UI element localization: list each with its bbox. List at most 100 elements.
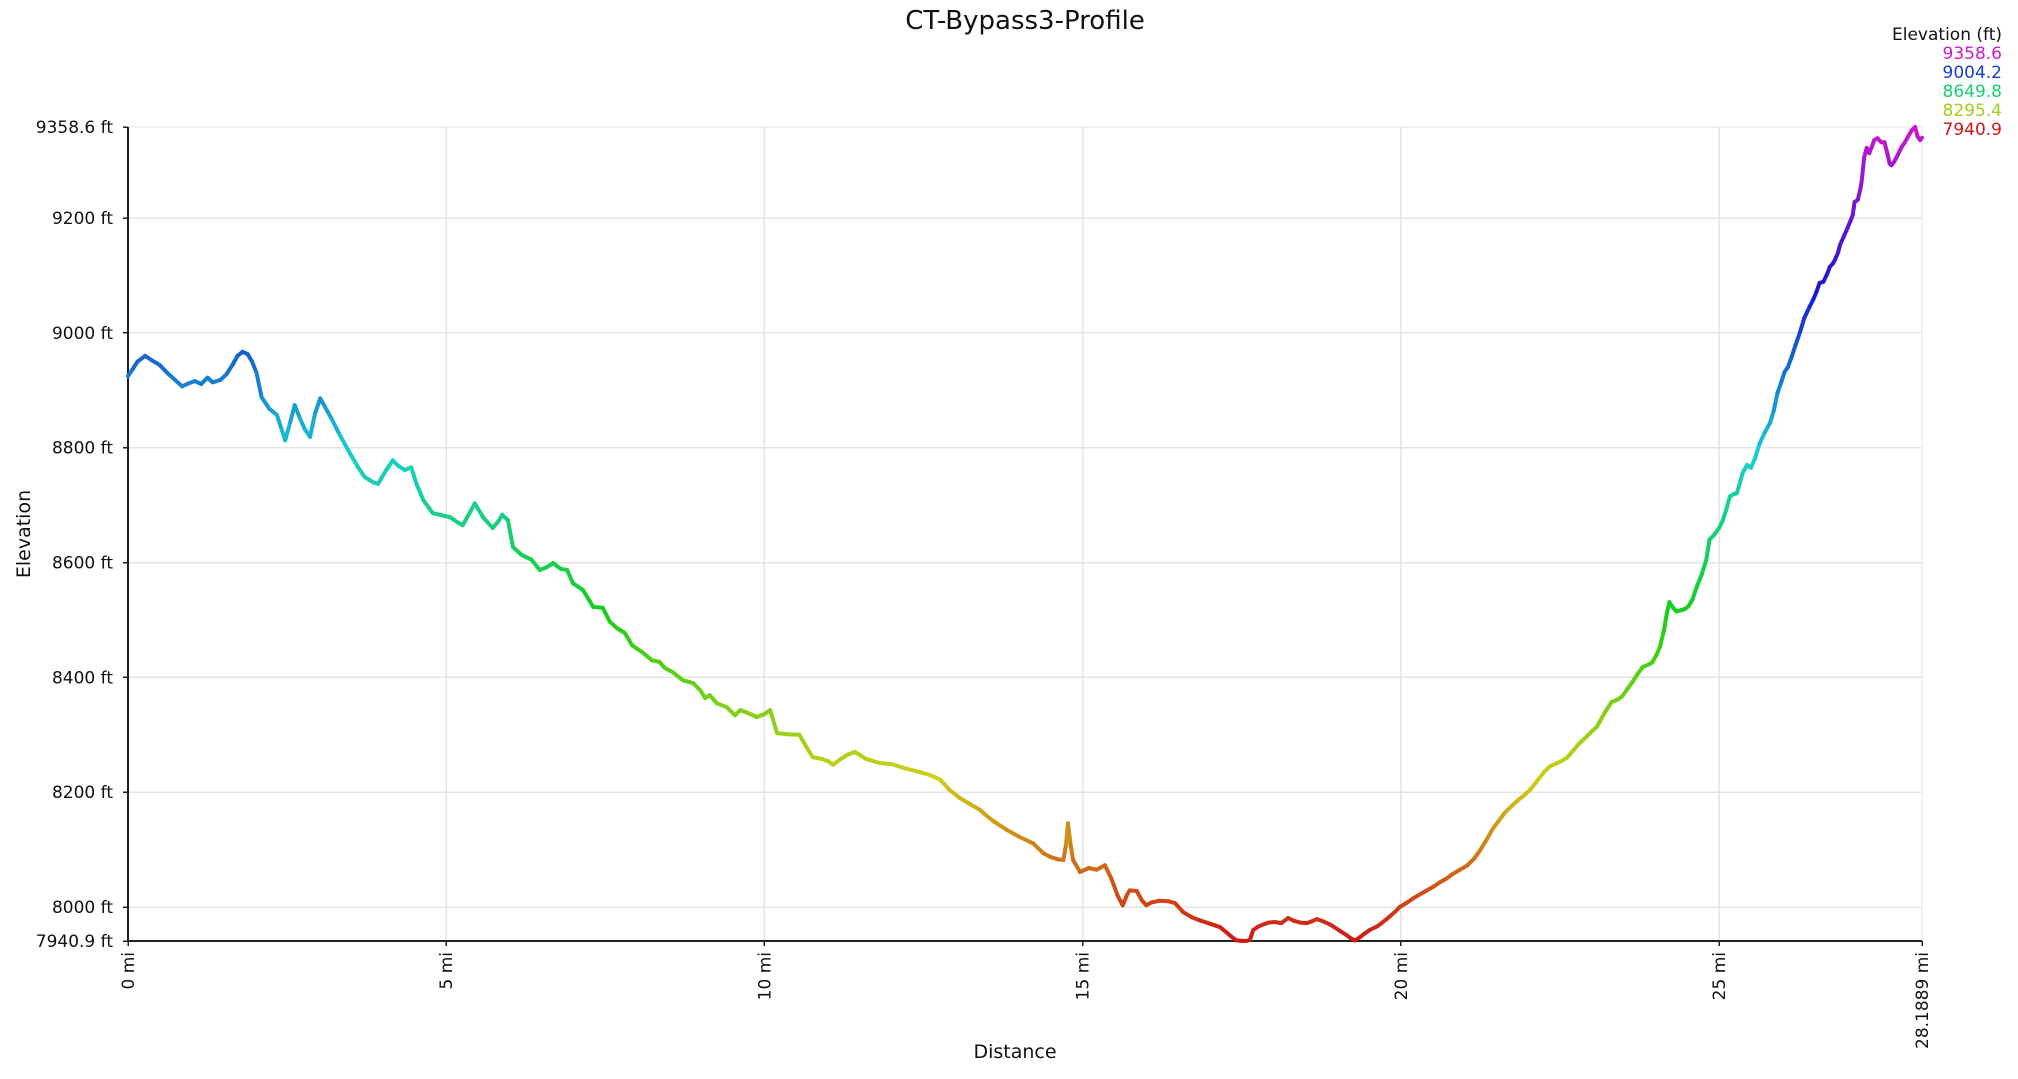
profile-segment bbox=[1771, 390, 1780, 413]
y-tick-label: 7940.9 ft bbox=[36, 932, 114, 952]
profile-segment bbox=[308, 411, 318, 439]
profile-segment bbox=[250, 359, 259, 376]
y-tick-label: 9358.6 ft bbox=[36, 118, 114, 138]
profile-segment bbox=[421, 498, 435, 516]
y-tick-label: 8600 ft bbox=[52, 554, 113, 574]
profile-segment bbox=[297, 415, 307, 432]
legend-entry: 9004.2 bbox=[1942, 63, 2002, 83]
profile-segment bbox=[1071, 858, 1083, 874]
profile-segment bbox=[472, 501, 486, 520]
profile-segment bbox=[1102, 863, 1114, 881]
profile-segment bbox=[460, 511, 472, 528]
x-tick-label: 25 mi bbox=[1710, 952, 1730, 1000]
x-tick-label: 28.1889 mi bbox=[1913, 952, 1933, 1049]
profile-segment bbox=[992, 820, 1009, 832]
profile-segment bbox=[623, 631, 634, 648]
x-tick-label: 15 mi bbox=[1074, 952, 1094, 1000]
profile-segment bbox=[1882, 140, 1890, 157]
profile-segment bbox=[1594, 711, 1607, 729]
profile-segment bbox=[902, 766, 922, 775]
y-tick-label: 8000 ft bbox=[52, 898, 113, 918]
profile-segment bbox=[1768, 408, 1776, 425]
profile-segment bbox=[1789, 343, 1798, 359]
x-tick-label: 20 mi bbox=[1392, 952, 1412, 1000]
profile-segment bbox=[283, 419, 293, 443]
profile-segment bbox=[630, 643, 645, 655]
profile-segment bbox=[1068, 841, 1076, 862]
x-axis-title: Distance bbox=[973, 1041, 1057, 1063]
profile-segment bbox=[640, 650, 654, 663]
profile-segment bbox=[1484, 826, 1496, 842]
profile-segment bbox=[600, 605, 612, 624]
profile-segment bbox=[1661, 611, 1669, 634]
profile-segment bbox=[409, 465, 419, 488]
profile-segment bbox=[1061, 841, 1069, 862]
legend-title: Elevation (ft) bbox=[1892, 25, 2002, 45]
profile-segment bbox=[768, 708, 780, 736]
profile-segment bbox=[1694, 572, 1704, 589]
x-tick-label: 10 mi bbox=[755, 952, 775, 1000]
profile-segment bbox=[1757, 430, 1767, 446]
legend-entry: 8295.4 bbox=[1942, 101, 2002, 121]
y-tick-label: 9200 ft bbox=[52, 209, 113, 229]
legend-entry: 7940.9 bbox=[1942, 120, 2002, 140]
profile-segment bbox=[1699, 557, 1709, 576]
profile-segment bbox=[348, 452, 361, 470]
profile-segment bbox=[1528, 778, 1540, 792]
elevation-line[interactable] bbox=[126, 125, 1924, 943]
profile-segment bbox=[274, 413, 284, 433]
profile-segment bbox=[329, 417, 342, 438]
y-tick-label: 8800 ft bbox=[52, 439, 113, 459]
profile-segment bbox=[1850, 200, 1857, 218]
profile-segment bbox=[670, 670, 685, 683]
profile-segment bbox=[292, 403, 302, 420]
profile-segment bbox=[1602, 700, 1614, 715]
profile-segment bbox=[1704, 537, 1712, 562]
legend: Elevation (ft) 9358.6 9004.2 8649.8 8295… bbox=[1892, 26, 2002, 140]
profile-segment bbox=[383, 458, 395, 473]
profile-segment bbox=[938, 777, 951, 792]
legend-entry: 8649.8 bbox=[1942, 82, 2002, 102]
profile-segment bbox=[1690, 584, 1699, 602]
profile-segment bbox=[1477, 837, 1489, 853]
profile-segment bbox=[1066, 821, 1073, 846]
profile-segment bbox=[1657, 629, 1666, 649]
profile-segment bbox=[259, 395, 272, 411]
x-tick-label: 0 mi bbox=[119, 952, 139, 990]
y-tick-label: 8200 ft bbox=[52, 783, 113, 803]
profile-segment bbox=[957, 796, 974, 807]
profile-segment bbox=[1004, 827, 1022, 839]
profile-segment bbox=[254, 371, 264, 400]
profile-segment bbox=[1031, 841, 1046, 856]
profile-segment bbox=[1017, 835, 1035, 846]
profile-segment bbox=[1720, 506, 1729, 523]
profile-segment bbox=[1859, 155, 1867, 184]
profile-segment bbox=[323, 405, 334, 421]
y-tick-label: 9000 ft bbox=[52, 324, 113, 344]
profile-segment bbox=[1918, 135, 1924, 142]
profile-segment bbox=[852, 750, 869, 761]
profile-segment bbox=[947, 787, 962, 800]
profile-segment bbox=[1172, 901, 1186, 915]
profile-segment bbox=[864, 756, 882, 765]
chart-title: CT-Bypass3-Profile bbox=[905, 6, 1145, 36]
profile-segment bbox=[1109, 876, 1120, 898]
profile-segment bbox=[889, 762, 907, 771]
y-tick-label: 8400 ft bbox=[52, 668, 113, 688]
profile-segment bbox=[376, 468, 388, 486]
profile-segment bbox=[784, 732, 802, 737]
profile-segment bbox=[565, 568, 575, 586]
profile-segment bbox=[1798, 316, 1807, 333]
profile-segment bbox=[337, 433, 353, 457]
profile-segment bbox=[505, 518, 515, 550]
profile-segment bbox=[481, 515, 495, 531]
profile-segment bbox=[1752, 441, 1762, 462]
profile-segment bbox=[581, 588, 596, 609]
profile-segment bbox=[1802, 305, 1812, 320]
profile-segment bbox=[570, 581, 585, 593]
y-axis-title: Elevation bbox=[13, 489, 35, 579]
profile-segment bbox=[529, 557, 542, 572]
profile-segment bbox=[877, 761, 894, 767]
